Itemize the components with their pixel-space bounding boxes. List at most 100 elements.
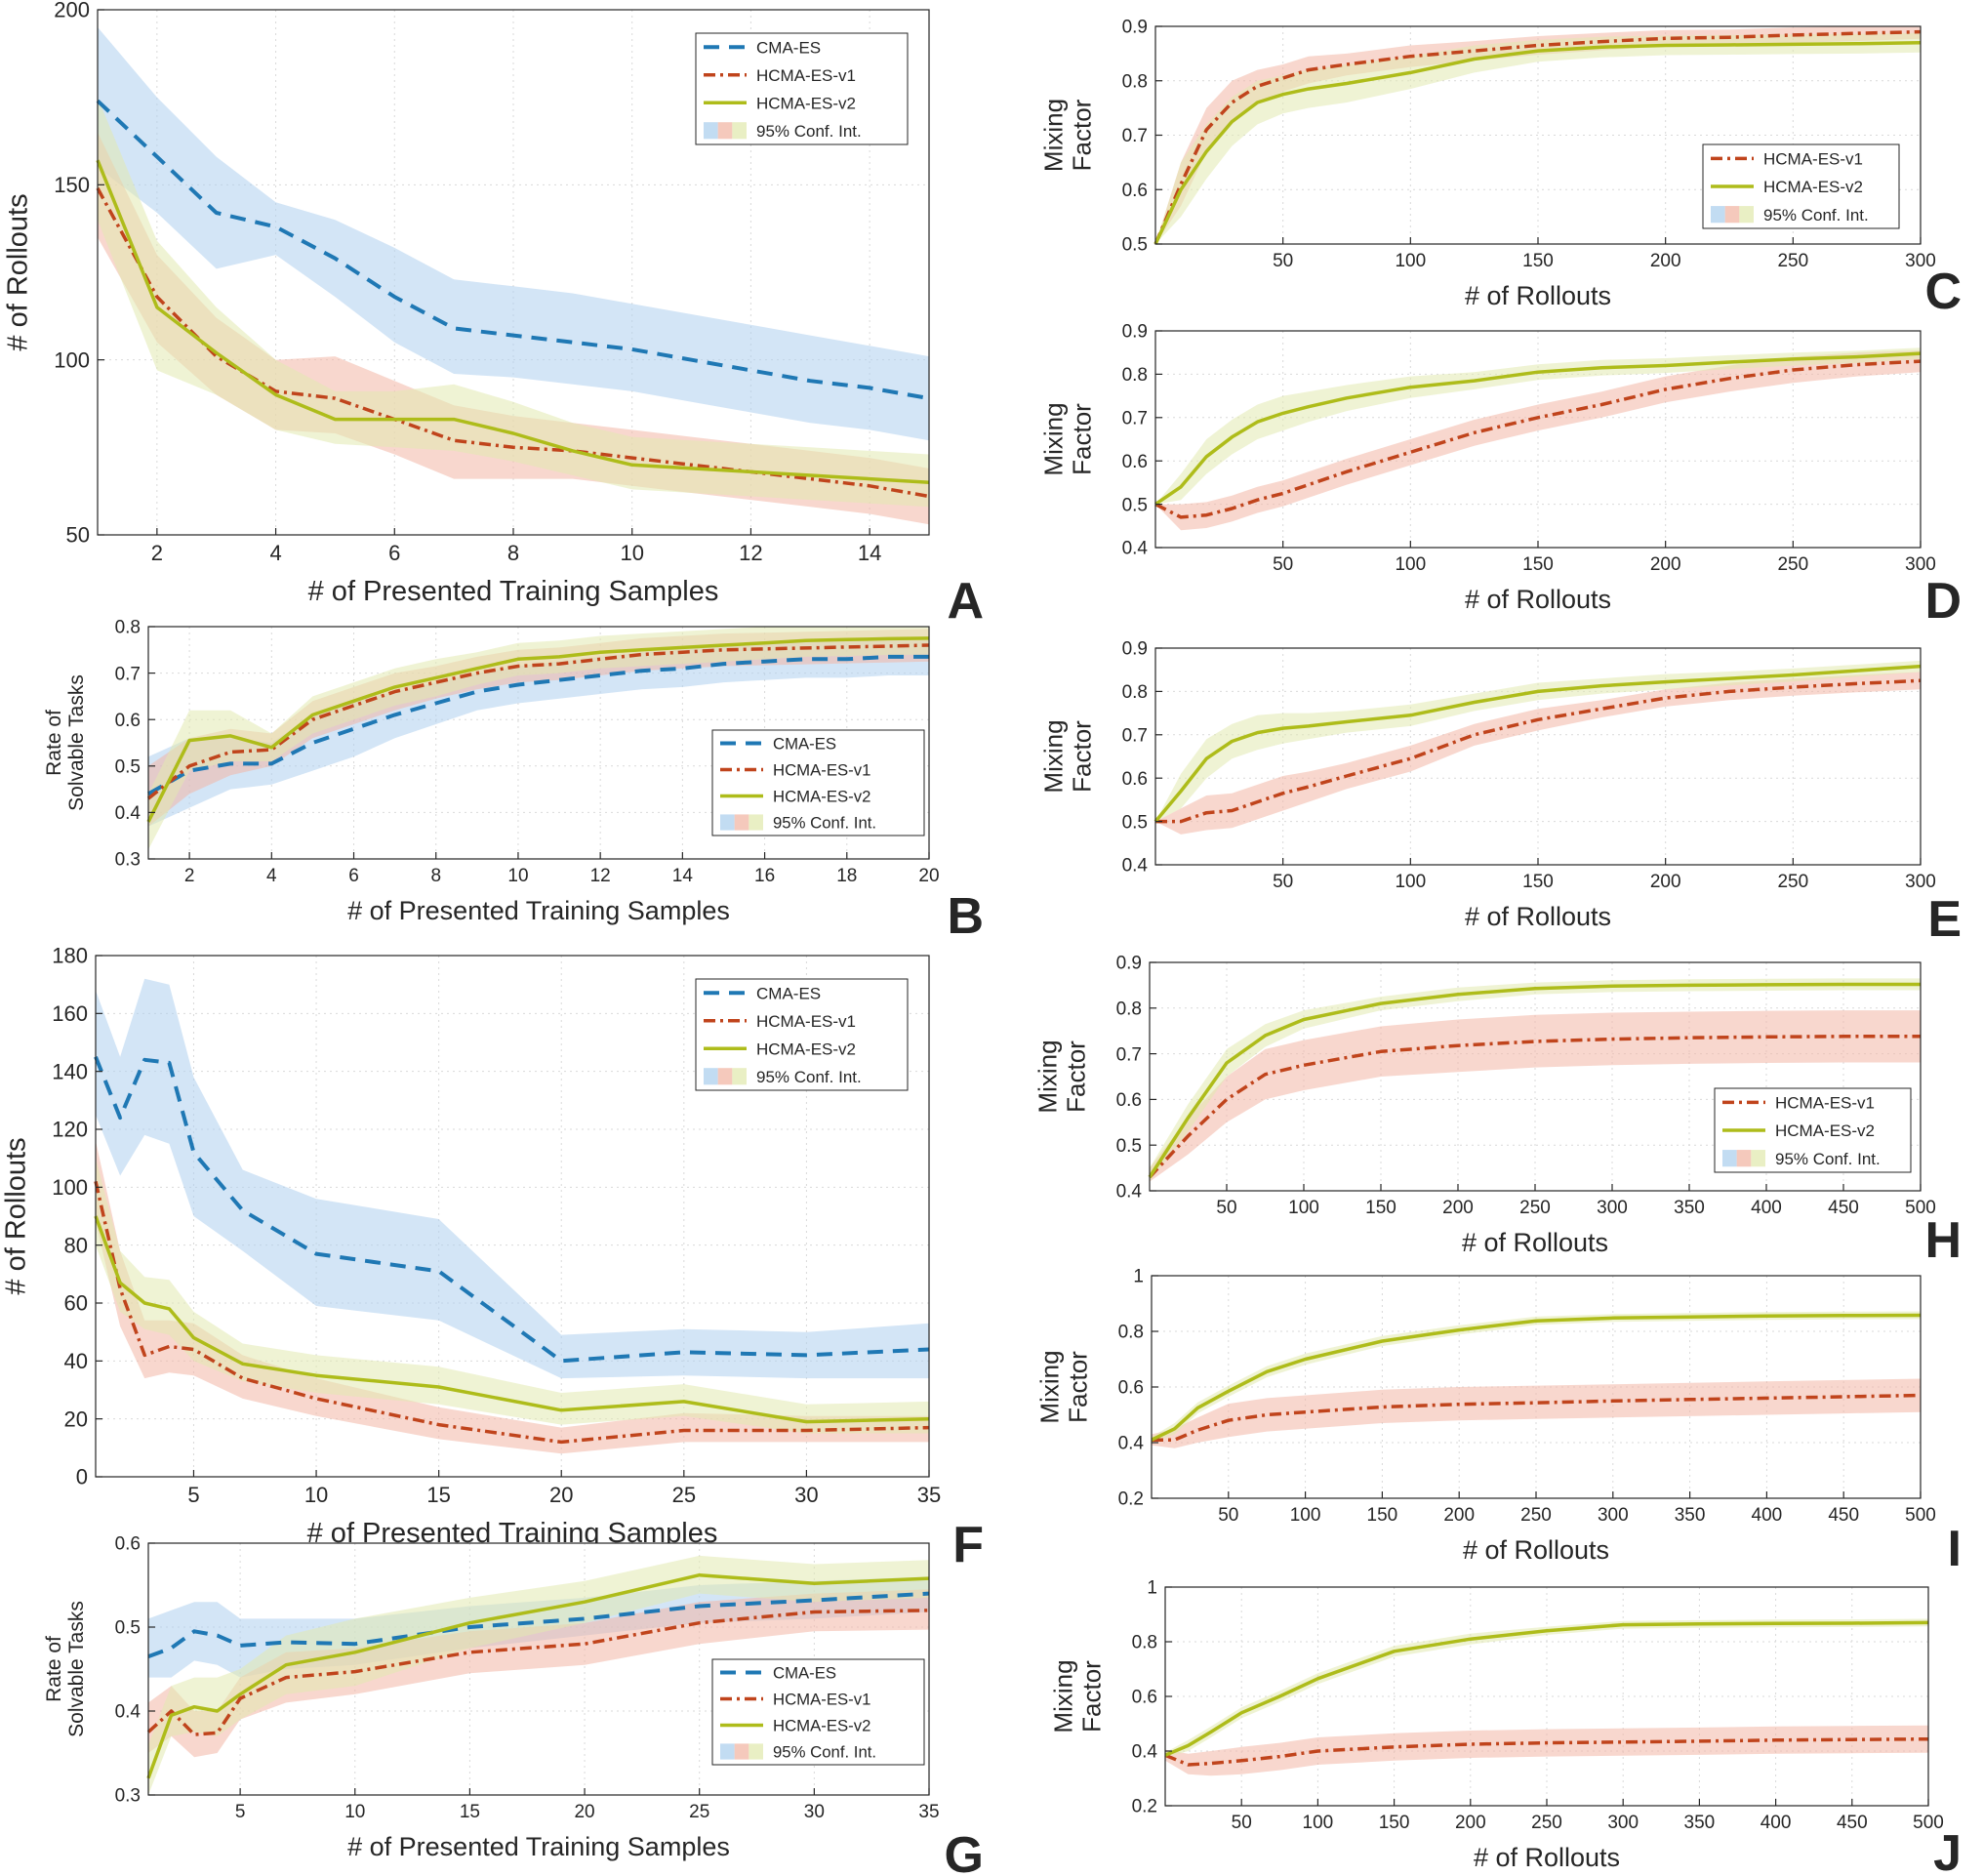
y-axis-label: Rate ofSolvable Tasks xyxy=(43,1601,88,1737)
y-axis-label: # of Rollouts xyxy=(1,1137,32,1294)
y-tick-label: 0.8 xyxy=(1122,682,1148,703)
x-tick-label: 450 xyxy=(1828,1505,1859,1526)
ci-band-v1 xyxy=(1155,350,1921,531)
x-tick-label: 16 xyxy=(754,866,775,886)
y-axis-label-line: Mixing xyxy=(1039,99,1069,172)
series-line-v2 xyxy=(1151,1313,1922,1442)
axes-box xyxy=(95,955,930,1478)
y-tick-label: 160 xyxy=(52,1001,88,1026)
x-tick-label: 6 xyxy=(348,866,359,886)
x-tick-label: 500 xyxy=(1905,1198,1936,1218)
y-tick-label: 0.5 xyxy=(1122,812,1148,833)
x-tick-label: 300 xyxy=(1597,1198,1628,1218)
ci-band-v1 xyxy=(1155,672,1921,835)
x-tick-label: 100 xyxy=(1288,1198,1319,1218)
y-axis-label-line: Rate of xyxy=(43,1636,65,1702)
chart-panel-j: 50 100 150 200 250 300 350 400 450 500 0.2 0.4 0.6 0.… xyxy=(1049,1578,1962,1876)
y-tick-label: 0.2 xyxy=(1132,1797,1157,1817)
legend: CMA-ES HCMA-ES-v1 HCMA-ES-v2 95% Conf. Int. xyxy=(695,978,909,1091)
x-tick-label: 15 xyxy=(460,1802,480,1822)
legend: CMA-ES HCMA-ES-v1 HCMA-ES-v2 95% Conf. Int. xyxy=(711,729,925,836)
panel-label: G xyxy=(945,1827,984,1876)
legend-label: HCMA-ES-v1 xyxy=(756,66,856,85)
legend-swatch-ci xyxy=(1736,1150,1752,1167)
legend-swatch-ci xyxy=(732,122,747,140)
ci-band-v1 xyxy=(1150,1010,1921,1182)
y-axis-label: MixingFactor xyxy=(1039,719,1097,793)
series-line-v2 xyxy=(1164,1620,1929,1757)
y-tick-label: 0.7 xyxy=(1122,126,1148,146)
y-axis-label-line: Mixing xyxy=(1033,1040,1063,1113)
x-tick-label: 10 xyxy=(620,541,643,565)
x-tick-label: 2 xyxy=(151,541,163,565)
y-axis-label: # of Rollouts xyxy=(3,193,34,350)
legend-label: 95% Conf. Int. xyxy=(1763,206,1869,224)
x-tick-label: 350 xyxy=(1684,1813,1716,1833)
x-axis-label: # of Rollouts xyxy=(1465,585,1611,614)
y-tick-label: 1 xyxy=(1133,1267,1144,1287)
x-tick-label: 200 xyxy=(1650,872,1681,892)
x-tick-label: 8 xyxy=(430,866,441,886)
chart-panel-d: 50 100 150 200 250 300 0.4 0.5 0.6 0.7 0.8 0.9 # of … xyxy=(1039,322,1962,630)
legend: HCMA-ES-v1 HCMA-ES-v2 95% Conf. Int. xyxy=(1714,1087,1912,1173)
y-tick-label: 0.8 xyxy=(1118,1323,1144,1343)
x-tick-label: 500 xyxy=(1913,1813,1944,1833)
series-line-v2 xyxy=(146,636,930,823)
x-axis-label: # of Rollouts xyxy=(1474,1843,1620,1872)
legend-swatch-ci xyxy=(720,814,735,831)
x-tick-label: 20 xyxy=(549,1483,573,1507)
x-tick-label: 300 xyxy=(1905,251,1936,271)
x-tick-label: 50 xyxy=(1273,872,1293,892)
x-tick-label: 15 xyxy=(426,1483,450,1507)
panel-label: H xyxy=(1924,1212,1962,1269)
legend-label: 95% Conf. Int. xyxy=(1775,1150,1881,1168)
y-axis-label-line: Factor xyxy=(1067,720,1096,793)
legend-label: HCMA-ES-v2 xyxy=(773,788,870,806)
y-axis-label-line: Mixing xyxy=(1039,402,1069,475)
x-tick-label: 250 xyxy=(1777,872,1808,892)
axes-box xyxy=(147,1542,930,1796)
x-tick-label: 150 xyxy=(1367,1505,1398,1526)
y-axis-label-line: Solvable Tasks xyxy=(65,674,88,811)
x-tick-label: 150 xyxy=(1522,554,1554,575)
x-tick-label: 150 xyxy=(1379,1813,1410,1833)
legend-label: 95% Conf. Int. xyxy=(756,122,862,141)
x-tick-label: 300 xyxy=(1905,554,1936,575)
y-tick-label: 0.4 xyxy=(1122,539,1149,559)
x-tick-label: 14 xyxy=(672,866,694,886)
x-tick-label: 200 xyxy=(1442,1198,1474,1218)
series-line-v2 xyxy=(1148,982,1921,1178)
y-tick-label: 0.9 xyxy=(1122,639,1148,660)
y-tick-label: 80 xyxy=(64,1233,88,1257)
legend-label: HCMA-ES-v1 xyxy=(1775,1093,1875,1112)
chart-panel-f: 5 10 15 20 25 30 35 0 20 40 60 80 100 120 140 160 180 # o… xyxy=(1,944,985,1573)
x-tick-label: 450 xyxy=(1828,1198,1859,1218)
x-tick-label: 250 xyxy=(1777,251,1808,271)
panel-label: J xyxy=(1933,1825,1962,1876)
x-tick-label: 4 xyxy=(266,866,277,886)
chart-panel-a: 2 4 6 8 10 12 14 50 100 150 200 # of Presented Trai… xyxy=(3,0,985,630)
x-tick-label: 35 xyxy=(918,1802,939,1822)
legend-label: HCMA-ES-v1 xyxy=(773,761,870,780)
legend-label: HCMA-ES-v2 xyxy=(773,1717,870,1735)
x-tick-label: 50 xyxy=(1218,1505,1238,1526)
x-tick-label: 25 xyxy=(672,1483,696,1507)
ci-band-v2 xyxy=(98,97,929,508)
y-axis-label: MixingFactor xyxy=(1033,1040,1091,1113)
legend-swatch-ci xyxy=(749,814,763,831)
x-tick-label: 6 xyxy=(388,541,400,565)
x-tick-label: 100 xyxy=(1395,872,1426,892)
series-line-v1 xyxy=(1164,1736,1929,1767)
ci-band-v1 xyxy=(1165,1725,1928,1776)
panel-label: E xyxy=(1927,891,1962,948)
y-tick-label: 0.6 xyxy=(115,711,141,731)
legend-swatch-ci xyxy=(749,1743,763,1760)
y-tick-label: 200 xyxy=(54,0,90,22)
series-line-v2 xyxy=(1153,664,1922,823)
x-axis-label: # of Rollouts xyxy=(1465,281,1611,310)
legend-label: HCMA-ES-v1 xyxy=(756,1012,856,1031)
series-line-v1 xyxy=(1153,29,1922,245)
x-tick-label: 50 xyxy=(1273,251,1293,271)
x-tick-label: 300 xyxy=(1598,1505,1629,1526)
y-tick-label: 150 xyxy=(54,173,90,197)
